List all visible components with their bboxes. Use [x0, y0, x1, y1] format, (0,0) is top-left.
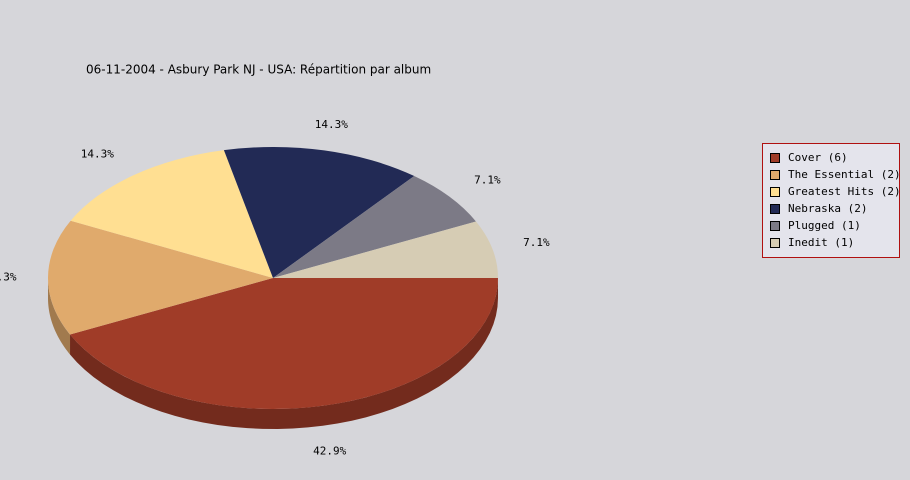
legend-swatch: [770, 153, 780, 163]
legend-label: Plugged (1): [788, 219, 861, 232]
legend-swatch: [770, 187, 780, 197]
slice: [223, 147, 415, 278]
legend-swatch: [770, 204, 780, 214]
legend-label: The Essential (2): [788, 168, 901, 181]
slice-side: [70, 278, 498, 429]
value-label: 14.3%: [0, 271, 17, 284]
legend-label: Nebraska (2): [788, 202, 867, 215]
slice: [47, 220, 274, 335]
legend-label: Inedit (1): [788, 236, 854, 249]
slice-side: [48, 278, 71, 355]
value-label: 7.1%: [474, 173, 501, 186]
value-label: 42.9%: [313, 444, 346, 457]
value-label: 14.3%: [81, 148, 114, 161]
chart-title: 06-11-2004 - Asbury Park NJ - USA: Répar…: [86, 63, 431, 77]
legend: Cover (6) The Essential (2) Greatest Hits …: [762, 143, 901, 258]
legend-box: [762, 143, 900, 258]
legend-label: Cover (6): [788, 151, 848, 164]
legend-swatch: [770, 170, 780, 180]
value-label: 14.3%: [315, 118, 348, 131]
slice: [273, 221, 498, 278]
legend-swatch: [770, 221, 780, 231]
slice: [70, 150, 273, 278]
legend-swatch: [770, 238, 780, 248]
slice: [273, 176, 476, 278]
value-label: 7.1%: [523, 236, 550, 249]
slice: [70, 278, 498, 410]
legend-label: Greatest Hits (2): [788, 185, 901, 198]
